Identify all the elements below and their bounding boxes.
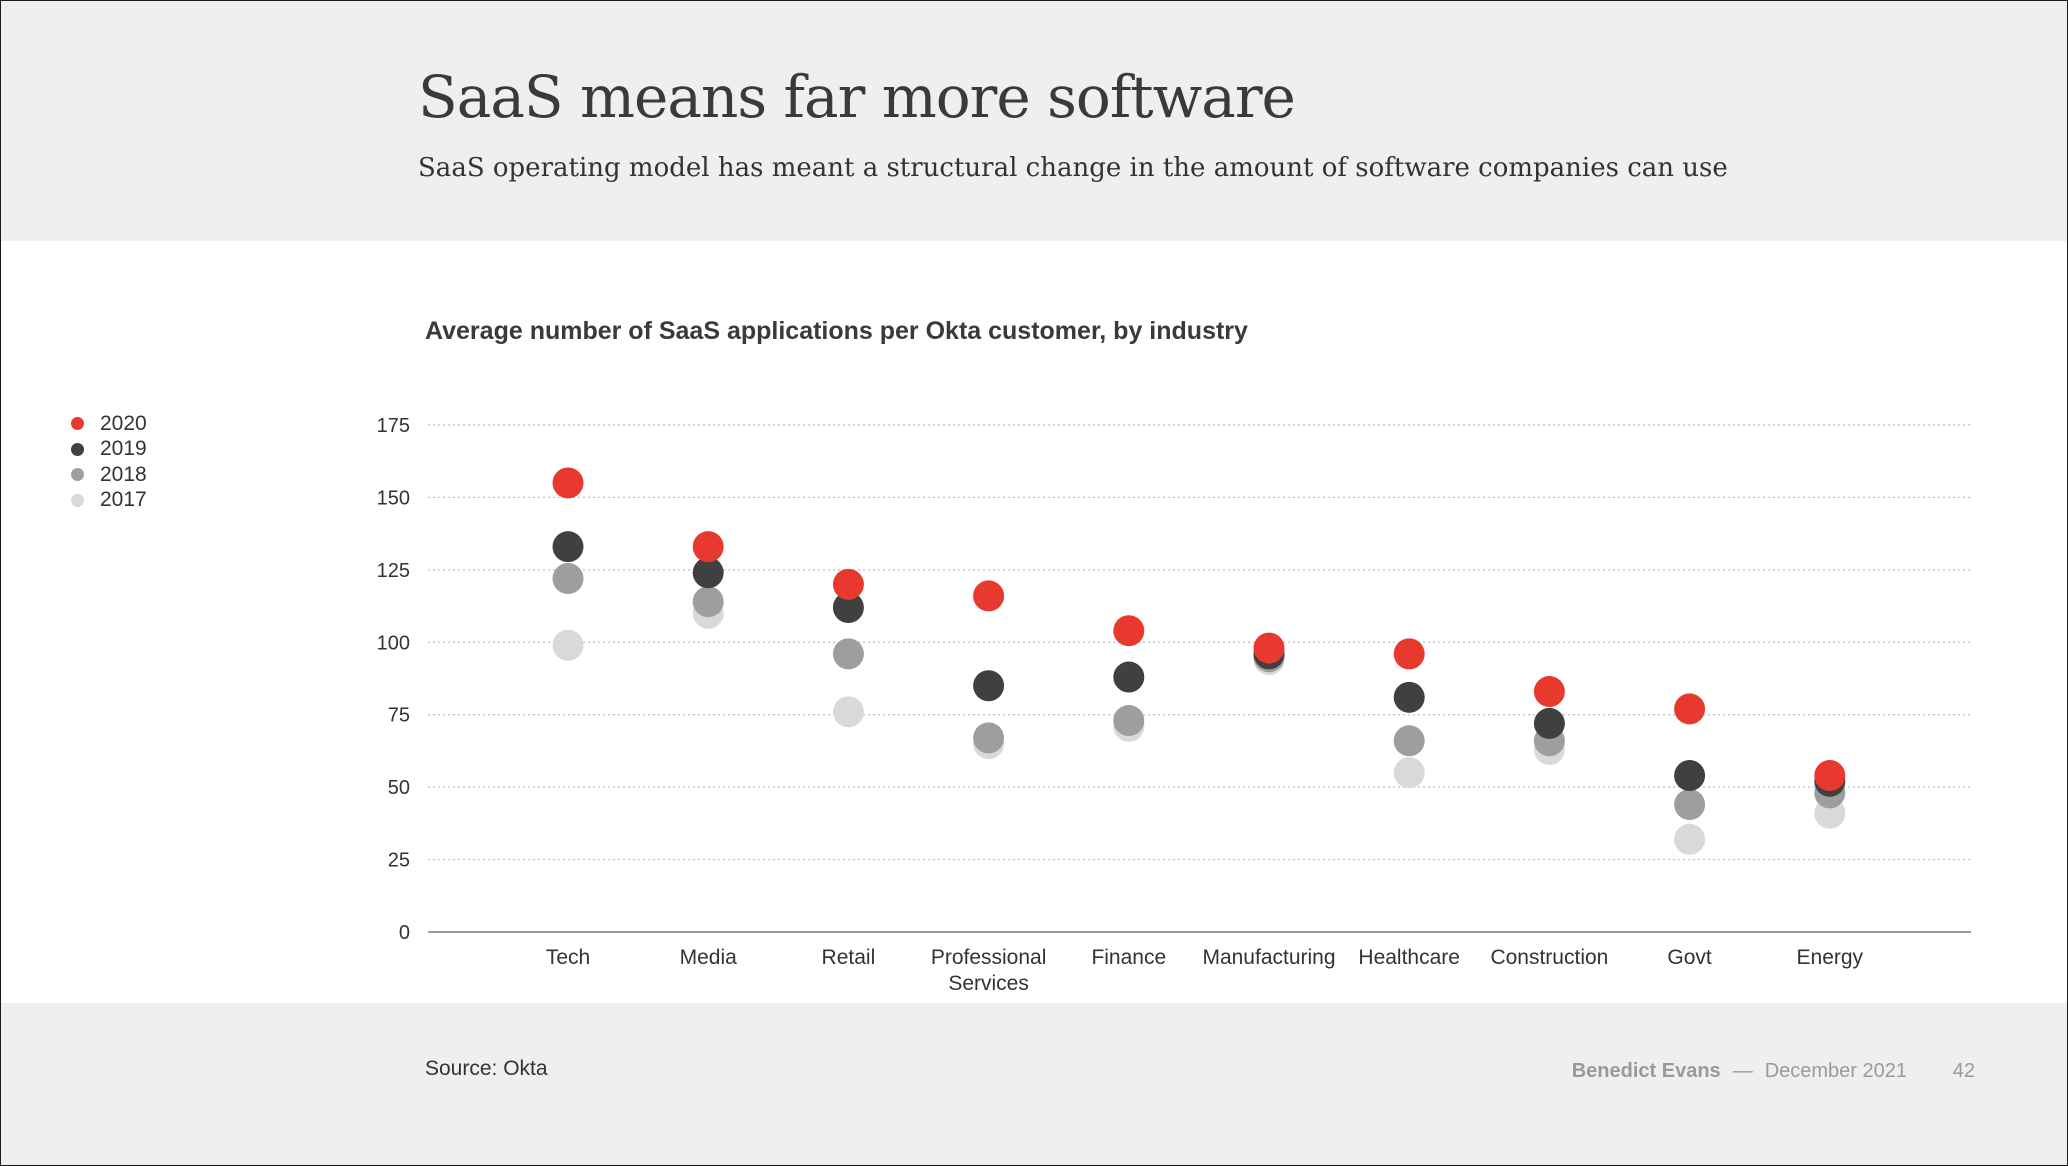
data-point-2019 xyxy=(692,557,724,589)
x-tick-label: Finance xyxy=(1091,946,1166,969)
chart-title: Average number of SaaS applications per … xyxy=(425,317,1248,345)
y-tick-label: 75 xyxy=(388,705,410,727)
legend-dot xyxy=(71,468,84,482)
data-point-2017 xyxy=(1393,757,1425,789)
x-tick-label: Manufacturing xyxy=(1202,946,1335,969)
data-point-2018 xyxy=(552,563,584,595)
date-label: December 2021 xyxy=(1764,1060,1907,1082)
legend-item-2017: 2017 xyxy=(71,488,147,514)
legend-item-2020: 2020 xyxy=(71,411,147,437)
page-title: SaaS means far more software xyxy=(418,63,1296,131)
data-point-2017 xyxy=(552,629,584,661)
x-tick-label: Media xyxy=(680,946,738,969)
x-tick-label: Govt xyxy=(1667,946,1712,969)
data-point-2018 xyxy=(692,586,724,618)
x-tick-label: Construction xyxy=(1490,946,1608,969)
data-point-2020 xyxy=(1674,693,1706,725)
legend-dot xyxy=(71,493,84,507)
data-point-2020 xyxy=(552,467,584,499)
data-point-2017 xyxy=(1674,823,1706,855)
data-point-2018 xyxy=(1113,705,1145,737)
y-tick-label: 175 xyxy=(377,415,410,437)
legend-item-2019: 2019 xyxy=(71,437,147,463)
x-tick-label: Services xyxy=(948,972,1029,995)
data-point-2019 xyxy=(1393,681,1425,713)
legend-label: 2017 xyxy=(100,488,147,512)
data-point-2018 xyxy=(1393,725,1425,757)
legend-label: 2019 xyxy=(100,437,147,461)
legend-label: 2020 xyxy=(100,411,147,435)
data-point-2020 xyxy=(832,568,864,600)
y-tick-label: 100 xyxy=(377,632,410,654)
data-point-2019 xyxy=(973,670,1005,702)
x-tick-label: Healthcare xyxy=(1358,946,1460,969)
legend-dot xyxy=(71,442,84,456)
data-point-2017 xyxy=(832,696,864,728)
data-point-2018 xyxy=(1674,789,1706,821)
data-point-2019 xyxy=(832,592,864,624)
data-point-2020 xyxy=(973,580,1005,612)
data-point-2018 xyxy=(832,638,864,670)
y-tick-label: 50 xyxy=(388,777,410,799)
page-number: 42 xyxy=(1952,1060,1975,1082)
y-tick-label: 150 xyxy=(377,487,410,509)
data-point-2020 xyxy=(1113,615,1145,647)
x-tick-label: Tech xyxy=(546,946,590,969)
x-tick-label: Retail xyxy=(822,946,876,969)
separator: — xyxy=(1732,1060,1753,1082)
data-point-2020 xyxy=(1814,760,1846,792)
y-tick-label: 0 xyxy=(399,922,410,944)
data-point-2020 xyxy=(1253,632,1285,664)
slide-header: SaaS means far more software SaaS operat… xyxy=(1,1,2067,241)
y-tick-label: 125 xyxy=(377,560,410,582)
source-note: Source: Okta xyxy=(425,1057,548,1080)
legend-label: 2018 xyxy=(100,462,147,486)
x-tick-label: Professional xyxy=(931,946,1047,969)
data-point-2019 xyxy=(1674,760,1706,792)
data-point-2020 xyxy=(692,531,724,563)
data-point-2020 xyxy=(1393,638,1425,670)
data-point-2018 xyxy=(973,722,1005,754)
author-name: Benedict Evans xyxy=(1571,1060,1721,1082)
page-subtitle: SaaS operating model has meant a structu… xyxy=(418,153,1728,183)
data-point-2020 xyxy=(1533,676,1565,708)
legend-item-2018: 2018 xyxy=(71,462,147,488)
y-tick-label: 25 xyxy=(388,850,410,872)
x-tick-label: Energy xyxy=(1797,946,1864,969)
credit: Benedict Evans — December 2021 xyxy=(1572,1060,1907,1083)
slide-footer: Source: Okta Benedict Evans — December 202… xyxy=(1,1003,2067,1165)
legend-dot xyxy=(71,417,84,431)
data-point-2019 xyxy=(1113,661,1145,693)
dot-plot: 0 25 50 75 100 125 150 175 Tech Media Retail Profes… xyxy=(377,415,1971,995)
chart-legend: 2020 2019 2018 2017 xyxy=(71,411,147,513)
data-point-2019 xyxy=(1533,707,1565,739)
data-point-2019 xyxy=(552,531,584,563)
